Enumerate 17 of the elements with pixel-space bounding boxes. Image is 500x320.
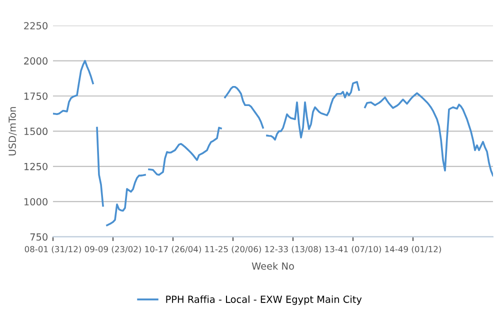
legend-label: PPH Raffia - Local - EXW Egypt Main City <box>166 295 362 305</box>
x-tick-label: 10-17 (26/04) <box>145 246 201 254</box>
x-tick-label: 13-41 (07/10) <box>325 246 381 254</box>
y-tick-label: 1750 <box>24 92 48 100</box>
y-tick-label: 750 <box>30 233 48 241</box>
y-axis-title: USD/mTon <box>8 107 17 156</box>
y-tick-label: 2250 <box>24 22 48 30</box>
y-tick-label: 1500 <box>24 128 48 136</box>
x-tick-label: 14-49 (01/12) <box>385 246 441 254</box>
y-tick-label: 2000 <box>24 57 48 65</box>
y-tick-label: 1250 <box>24 162 48 170</box>
x-axis-title: Week No <box>252 262 294 270</box>
x-tick-label: 11-25 (20/06) <box>205 246 261 254</box>
x-tick-label: 09-09 (23/02) <box>84 246 141 254</box>
y-tick-label: 1000 <box>24 198 48 206</box>
x-tick-label: 08-01 (31/12) <box>24 246 81 254</box>
x-tick-label: 12-33 (13/08) <box>265 246 321 254</box>
